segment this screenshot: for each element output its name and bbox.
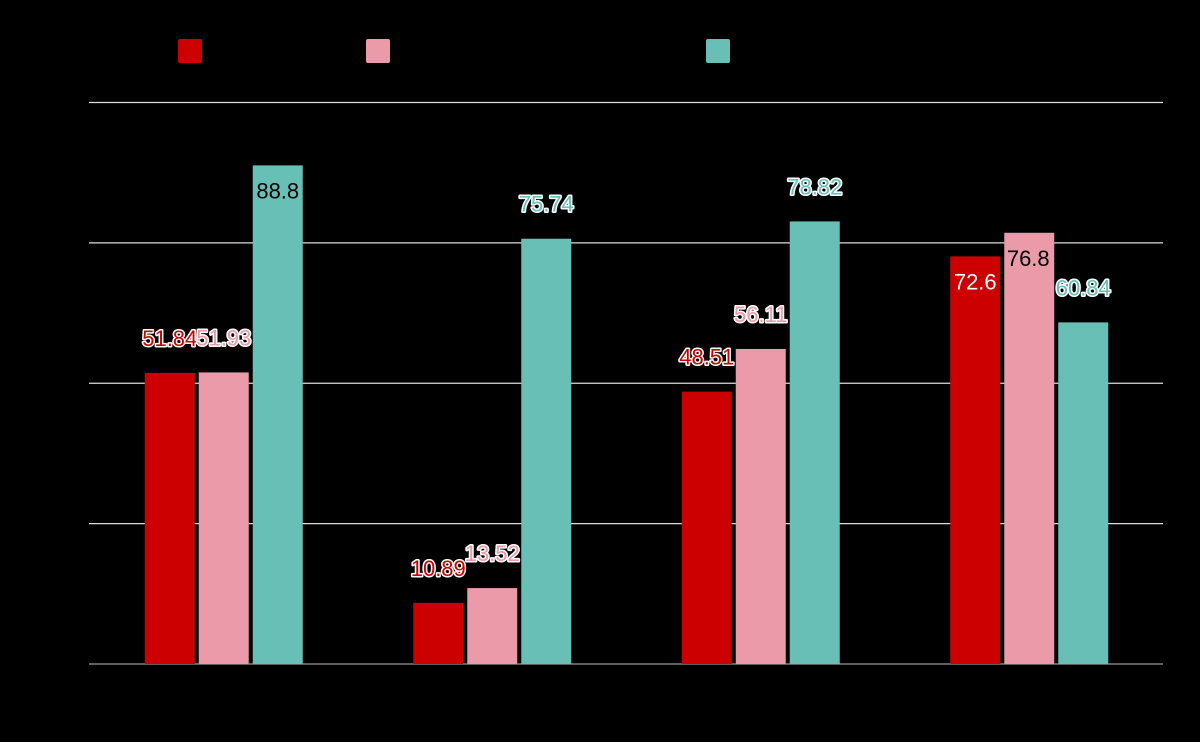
bar-2-3: [735, 348, 786, 664]
data-label: 88.8: [256, 178, 299, 203]
data-label: 51.84: [142, 326, 197, 351]
bar-1-3: [681, 391, 732, 664]
bar-1-4: [950, 256, 1001, 664]
legend-swatch-1: [178, 39, 202, 63]
data-label: 60.84: [1056, 275, 1111, 300]
bar-marks: [144, 165, 1109, 664]
data-label: 72.6: [954, 269, 997, 294]
data-label: 48.51: [679, 345, 734, 370]
bar-2-2: [467, 588, 518, 664]
legend-label-2: Median score of 49 ULBs: [406, 41, 642, 64]
data-label: 78.82: [787, 174, 842, 199]
bar-3-3: [789, 221, 840, 664]
legend-swatch-2: [366, 39, 390, 63]
bar-3-2: [521, 238, 572, 664]
legend-label-1: ULB Score: [219, 41, 321, 64]
data-label: 10.89: [411, 556, 466, 581]
gridlines: [89, 101, 1163, 665]
legend-swatch-3: [706, 39, 730, 63]
bar-1-2: [413, 602, 464, 664]
data-label: 13.52: [465, 541, 520, 566]
data-labels: 51.84 10.89 48.51 72.6 51.93 13.52 56.11 76.8 88…: [141, 173, 1113, 582]
bar-1-1: [144, 372, 195, 664]
legend-label-3: Highest Score of 49 ULBs: [746, 41, 988, 64]
bar-2-4: [1004, 232, 1055, 664]
data-label: 56.11: [734, 302, 787, 327]
data-label: 76.8: [1007, 246, 1050, 271]
chart-legend: ULB Score Median score of 49 ULBs Highest …: [178, 39, 988, 64]
bar-3-1: [252, 165, 303, 664]
data-label: 75.74: [519, 192, 574, 217]
bar-3-4: [1058, 322, 1109, 664]
data-label: 51.93: [196, 325, 251, 350]
bar-2-1: [198, 372, 249, 664]
